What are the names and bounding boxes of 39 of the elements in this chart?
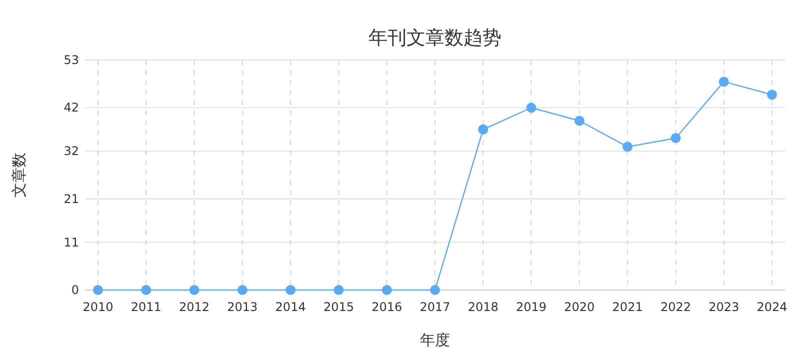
point [286, 285, 296, 295]
y-tick-label: 11 [64, 235, 79, 250]
y-tick-label: 53 [64, 53, 79, 67]
x-tick-label: 2016 [372, 300, 402, 314]
point [189, 285, 200, 295]
point [382, 285, 392, 295]
y-tick-label: 0 [71, 283, 79, 297]
x-tick-label: 2017 [420, 300, 450, 314]
point [141, 285, 152, 295]
y-tick-label: 42 [64, 100, 79, 115]
point [237, 285, 248, 295]
x-tick-label: 2015 [323, 300, 354, 314]
point [767, 90, 777, 100]
x-tick-label: 2011 [130, 300, 162, 314]
x-tick-label: 2013 [227, 300, 258, 314]
y-axis-title: 文章数 [10, 152, 28, 198]
y-tick-label: 21 [64, 192, 79, 206]
x-axis-title: 年度 [420, 331, 450, 349]
point [430, 285, 440, 295]
x-tick-label: 2021 [612, 300, 643, 314]
point [718, 76, 729, 87]
x-tick-label: 2018 [468, 300, 498, 314]
chart-title: 年刊文章数趋势 [368, 27, 502, 49]
x-tick-label: 2022 [660, 300, 691, 314]
x-tick-label: 2010 [82, 300, 114, 314]
point [526, 102, 536, 113]
y-tick-label: 32 [64, 144, 79, 158]
point [478, 124, 488, 134]
x-tick-label: 2024 [756, 300, 788, 314]
point [93, 285, 103, 295]
point [670, 133, 681, 144]
point [334, 285, 344, 295]
x-tick-label: 2023 [708, 300, 740, 314]
x-tick-label: 2020 [564, 300, 595, 314]
x-tick-label: 2014 [275, 300, 306, 314]
point [622, 142, 633, 152]
point [574, 116, 584, 126]
x-tick-label: 2019 [516, 300, 547, 314]
x-tick-label: 2012 [179, 300, 210, 314]
